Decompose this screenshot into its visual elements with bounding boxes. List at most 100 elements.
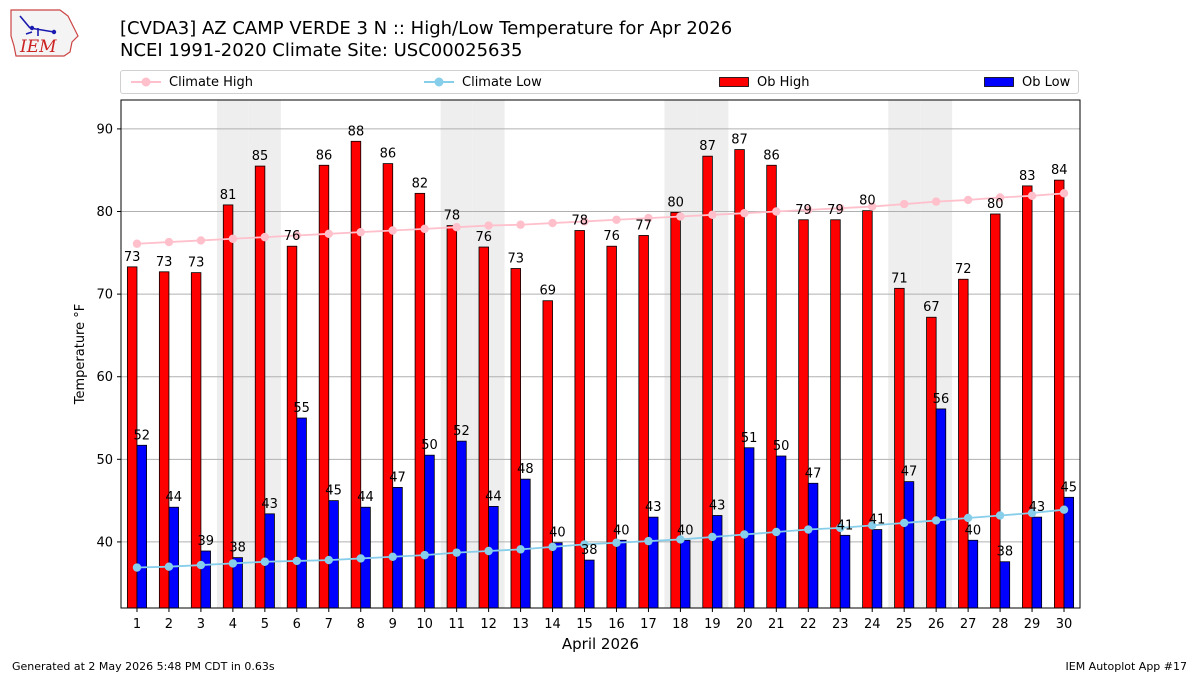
climate-low-point-day-12 [484, 546, 493, 556]
xtick-label-21: 21 [768, 617, 785, 632]
ob-high-bar-day-6 [286, 245, 298, 609]
ob-low-bar-day-7 [328, 500, 339, 609]
ob-high-bar-day-30 [1054, 179, 1065, 609]
ytick-label-50: 50 [96, 453, 113, 468]
climate-high-point-day-12 [484, 221, 493, 230]
xtick-label-24: 24 [864, 617, 881, 632]
ob-low-bar-day-12 [488, 505, 499, 609]
ob-low-bar-day-11 [456, 440, 467, 609]
climate-low-point-day-26 [931, 516, 941, 525]
climate-high-point-day-24 [868, 202, 877, 211]
xtick-label-27: 27 [960, 617, 977, 632]
xtick-label-12: 12 [480, 617, 497, 632]
xtick-label-26: 26 [928, 617, 945, 632]
ob-low-label-day-7: 45 [325, 484, 342, 499]
climate-high-point-day-26 [931, 197, 941, 206]
climate-high-point-day-30 [1059, 189, 1069, 198]
ob-high-bar-day-18 [670, 211, 681, 609]
ob-high-label-day-2: 73 [156, 255, 173, 270]
ob-low-label-day-22: 47 [805, 466, 822, 481]
ob-low-label-day-18: 40 [677, 523, 694, 538]
legend-item-climate-high: Climate High [131, 71, 253, 93]
climate-low-point-day-14 [548, 542, 557, 552]
ob-high-label-day-20: 87 [731, 133, 748, 148]
ob-high-label-day-6: 76 [284, 229, 301, 244]
climate-high-point-day-3 [196, 236, 206, 245]
xtick-label-30: 30 [1056, 617, 1073, 632]
ob-low-label-day-5: 43 [261, 497, 278, 512]
legend-label-ob-high: Ob High [757, 74, 810, 90]
climate-low-point-day-3 [196, 560, 206, 570]
climate-low-point-day-16 [612, 538, 621, 547]
chart-title: [CVDA3] AZ CAMP VERDE 3 N :: High/Low Te… [120, 18, 733, 39]
climate-high-point-day-21 [772, 207, 781, 216]
climate-low-point-day-5 [260, 557, 270, 566]
climate-low-point-day-19 [708, 532, 717, 542]
xtick-label-10: 10 [416, 617, 433, 632]
climate-low-point-day-21 [772, 527, 781, 537]
xtick-label-29: 29 [1024, 617, 1041, 632]
ob-low-bar-day-10 [424, 454, 435, 609]
ob-high-bar-day-13 [510, 268, 521, 609]
climate-high-point-day-20 [740, 208, 749, 218]
ob-high-label-day-21: 86 [763, 148, 780, 163]
xtick-label-7: 7 [325, 617, 333, 632]
climate-low-point-day-24 [868, 521, 877, 530]
ob-low-bar-day-14 [552, 542, 563, 609]
climate-low-point-day-17 [644, 536, 653, 546]
climate-high-point-day-8 [356, 227, 365, 237]
ob-high-label-day-17: 77 [635, 218, 652, 233]
ob-high-bar-day-21 [766, 164, 777, 609]
ob-high-bar-day-27 [958, 278, 969, 609]
ob-high-label-day-8: 88 [348, 124, 365, 139]
ob-low-label-day-4: 38 [229, 541, 246, 556]
climate-high-point-day-22 [804, 205, 813, 215]
legend: Climate High Climate Low Ob High Ob Low [120, 70, 1079, 94]
xtick-label-11: 11 [448, 617, 465, 632]
ob-high-bar-day-26 [926, 316, 937, 609]
climate-high-point-day-23 [836, 204, 845, 213]
ob-low-label-day-11: 52 [453, 424, 470, 439]
ob-high-label-day-22: 79 [795, 203, 812, 218]
climate-low-point-day-6 [292, 556, 302, 566]
xtick-label-2: 2 [165, 617, 173, 632]
ob-high-bar-day-3 [190, 272, 202, 609]
ob-low-label-day-10: 50 [421, 438, 438, 453]
xtick-label-3: 3 [197, 617, 205, 632]
ob-high-bar-day-10 [414, 192, 426, 609]
ob-low-label-day-6: 55 [293, 401, 310, 416]
ob-high-label-day-28: 80 [987, 197, 1004, 212]
xtick-label-9: 9 [389, 617, 397, 632]
ob-high-label-day-29: 83 [1019, 169, 1036, 184]
xtick-label-1: 1 [133, 617, 141, 632]
ob-high-label-day-14: 69 [539, 284, 556, 299]
ob-high-label-day-15: 78 [571, 214, 588, 229]
legend-item-ob-high: Ob High [719, 71, 810, 93]
ob-low-bar-day-29 [1031, 516, 1043, 609]
xtick-label-6: 6 [293, 617, 301, 632]
ob-high-bar-day-29 [1022, 185, 1033, 609]
ob-low-label-day-27: 40 [965, 523, 982, 538]
legend-item-ob-low: Ob Low [984, 71, 1070, 93]
xtick-label-5: 5 [261, 617, 269, 632]
ob-high-label-day-16: 76 [603, 229, 620, 244]
climate-low-point-day-27 [963, 513, 973, 523]
climate-low-point-day-30 [1059, 505, 1069, 514]
ob-high-bar-day-22 [798, 219, 809, 609]
ob-high-bar-day-14 [542, 300, 553, 609]
climate-high-point-day-15 [580, 217, 589, 226]
ob-low-label-day-19: 43 [709, 498, 726, 513]
climate-low-point-day-7 [324, 555, 333, 565]
footer-generated: Generated at 2 May 2026 5:48 PM CDT in 0… [12, 660, 275, 673]
climate-low-point-day-13 [516, 545, 525, 554]
legend-label-climate-low: Climate Low [462, 74, 542, 90]
ob-low-bar-day-1 [136, 444, 147, 609]
climate-high-point-day-1 [132, 239, 142, 248]
ytick-label-40: 40 [96, 535, 113, 550]
iem-logo: IEM [10, 9, 79, 57]
ob-low-bar-day-16 [616, 539, 627, 609]
ob-low-bar-day-26 [935, 408, 947, 609]
climate-low-line [136, 508, 1065, 569]
ob-high-bar-day-16 [606, 245, 617, 609]
legend-swatch-ob-low [984, 77, 1014, 87]
